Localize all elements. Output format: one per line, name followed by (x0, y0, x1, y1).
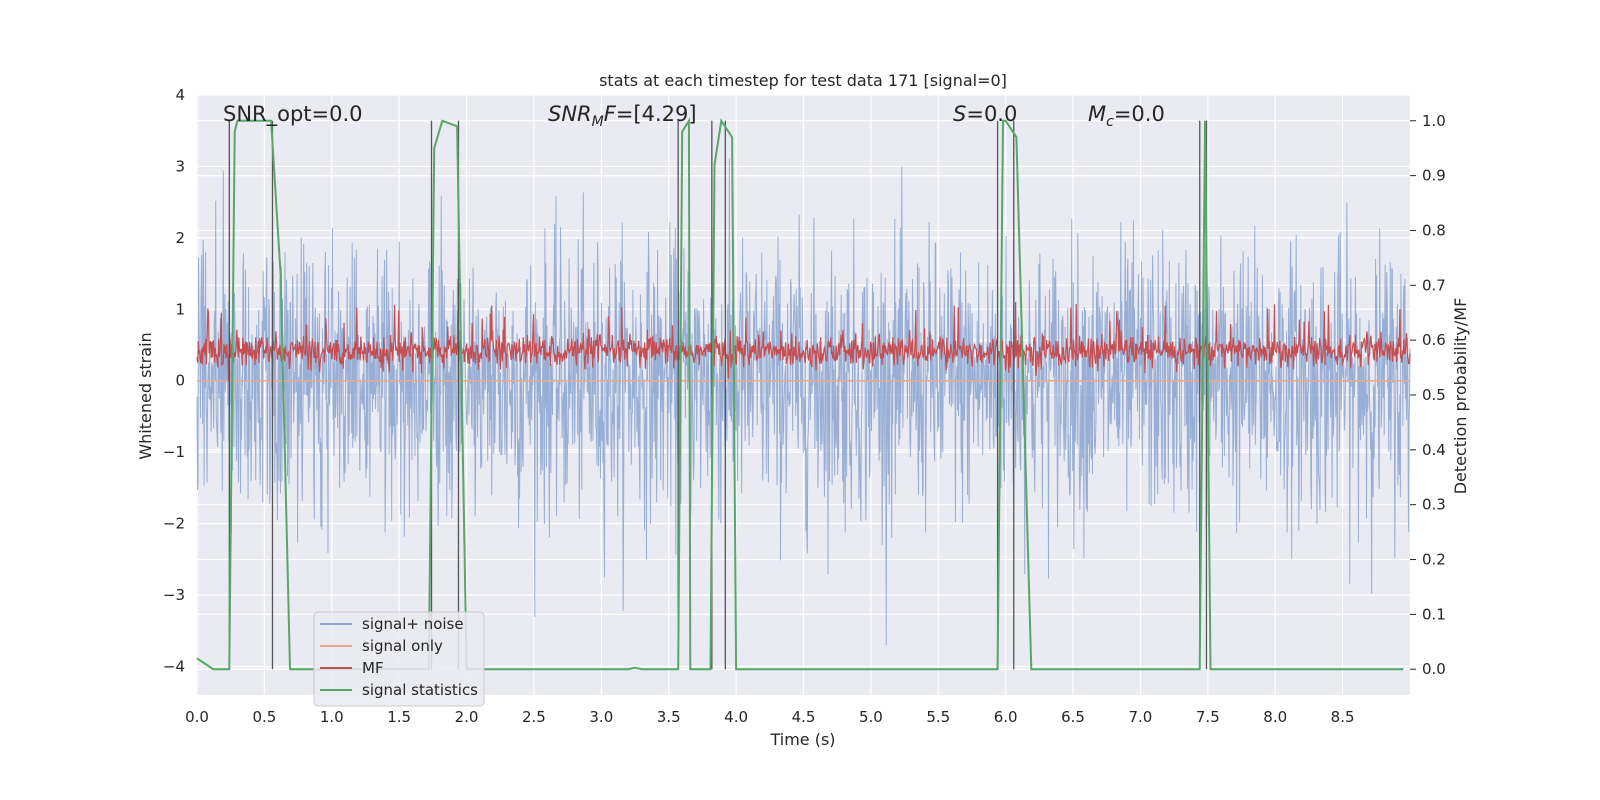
x-tick-label: 6.0 (994, 708, 1018, 726)
x-tick-label: 8.5 (1331, 708, 1355, 726)
x-tick-label: 7.0 (1129, 708, 1153, 726)
y2-tick-label: 0.4 (1422, 441, 1446, 459)
y2-tick-label: 0.7 (1422, 276, 1446, 294)
annotation-snr-mf: SNRMF=[4.29] (548, 102, 697, 130)
annotation-mc-sub: c (1106, 114, 1114, 130)
legend-label-signal-only: signal only (362, 637, 443, 655)
x-tick-label: 7.5 (1196, 708, 1220, 726)
annotation-snr-mf-main: SNR (548, 102, 592, 126)
legend-label-mf: MF (362, 659, 384, 677)
y2-tick-label: 0.1 (1422, 605, 1446, 623)
y2-tick-label: 0.2 (1422, 551, 1446, 569)
x-tick-label: 5.0 (859, 708, 883, 726)
legend-label-noise: signal+ noise (362, 615, 464, 633)
y2-axis-ticks: 1.0 0.9 0.8 0.7 0.6 0.5 0.4 0.3 0.2 0.1 0.0 (1410, 112, 1446, 678)
chart-title: stats at each timestep for test data 171… (599, 71, 1007, 90)
x-tick-label: 0.0 (185, 708, 209, 726)
annotation-mc: Mc=0.0 (1088, 102, 1165, 130)
x-tick-label: 5.5 (926, 708, 950, 726)
x-axis-title: Time (s) (769, 730, 835, 749)
x-tick-label: 8.0 (1263, 708, 1287, 726)
y-tick-label: −3 (163, 586, 185, 604)
legend-label-statistics: signal statistics (362, 681, 478, 699)
y2-tick-label: 0.6 (1422, 331, 1446, 349)
x-tick-label: 2.0 (455, 708, 479, 726)
annotation-snr-mf-rest: =[4.29] (616, 102, 697, 126)
annotation-s-rest: =0.0 (966, 102, 1017, 126)
annotation-snr-opt: SNR_opt=0.0 (223, 102, 363, 127)
annotation-snr-mf-sub: M (592, 114, 604, 130)
signal-statistics-line (196, 117, 1404, 671)
y-tick-label: 2 (175, 229, 185, 247)
annotation-mc-main: M (1088, 102, 1106, 126)
y-axis-title: Whitened strain (136, 332, 155, 459)
y-axis-ticks: 4 3 2 1 0 −1 −2 −3 −4 (163, 86, 185, 675)
y2-tick-label: 0.5 (1422, 386, 1446, 404)
y-tick-label: 0 (175, 372, 185, 390)
y-tick-label: 3 (175, 157, 185, 175)
y2-tick-label: 0.3 (1422, 496, 1446, 514)
y-tick-label: 4 (175, 86, 185, 104)
y-tick-label: 1 (175, 300, 185, 318)
x-tick-label: 2.5 (522, 708, 546, 726)
y-tick-label: −2 (163, 515, 185, 533)
x-tick-label: 0.5 (252, 708, 276, 726)
x-tick-label: 1.5 (387, 708, 411, 726)
x-tick-label: 4.0 (724, 708, 748, 726)
y2-axis-title: Detection probability/MF (1451, 298, 1470, 495)
signal-statistics-series (196, 117, 1404, 671)
legend: signal+ noise signal only MF signal stat… (313, 611, 485, 707)
x-tick-label: 6.5 (1061, 708, 1085, 726)
legend-box (313, 611, 485, 707)
x-tick-label: 3.0 (589, 708, 613, 726)
x-tick-label: 1.0 (320, 708, 344, 726)
y2-tick-label: 0.0 (1422, 660, 1446, 678)
y-tick-label: −1 (163, 443, 185, 461)
annotation-s-main: S (953, 102, 966, 126)
y-tick-label: −4 (163, 657, 185, 675)
x-tick-label: 3.5 (657, 708, 681, 726)
x-tick-label: 4.5 (792, 708, 816, 726)
x-axis-ticks: 0.0 0.5 1.0 1.5 2.0 2.5 3.0 3.5 4.0 4.5 5.0 5.5 6.0 6… (185, 708, 1354, 726)
y2-tick-label: 0.8 (1422, 221, 1446, 239)
annotation-mc-rest: =0.0 (1114, 102, 1165, 126)
annotation-snr-mf-f: F (604, 102, 617, 126)
y2-tick-label: 0.9 (1422, 167, 1446, 185)
y2-tick-label: 1.0 (1422, 112, 1446, 130)
annotation-s: S=0.0 (953, 102, 1017, 126)
